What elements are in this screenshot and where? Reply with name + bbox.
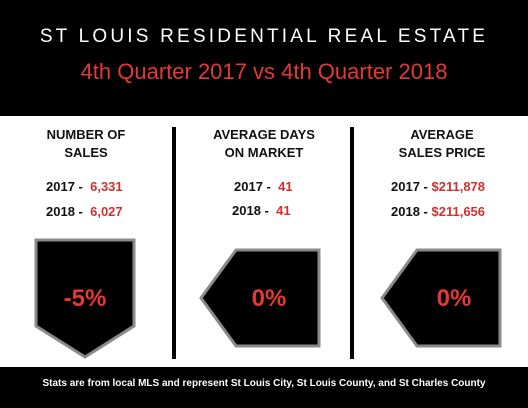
stat-heading-line1: AVERAGE [410, 127, 474, 142]
stat-column-number-of-sales: NUMBER OF SALES [0, 126, 172, 162]
stat-heading: AVERAGE SALES PRICE [356, 126, 528, 162]
stat-row-2018: 2018 - 6,027 [46, 204, 123, 219]
pentagon-left-shape [199, 248, 321, 348]
stat-value: 41 [276, 203, 291, 218]
stat-year-label: 2017 - [234, 179, 271, 194]
stat-column-average-sales-price: AVERAGE SALES PRICE [356, 126, 528, 162]
change-badge-average-days-on-market: 0% [199, 248, 321, 348]
stat-row-2017: 2017 - 6,331 [46, 179, 123, 194]
pentagon-down-shape [34, 238, 136, 359]
change-badge-number-of-sales: -5% [34, 238, 136, 359]
stat-value: 41 [278, 179, 293, 194]
stat-year-label: 2018 - [232, 203, 269, 218]
stat-heading-line2: SALES PRICE [398, 145, 486, 160]
footer-note: Stats are from local MLS and represent S… [42, 378, 486, 389]
column-divider-left [172, 127, 176, 359]
stat-row-2018: 2018 - $211,656 [391, 204, 485, 219]
stat-heading-line2: ON MARKET [224, 145, 304, 160]
page-title: ST LOUIS RESIDENTIAL REAL ESTATE [39, 26, 489, 47]
change-badge-average-sales-price: 0% [380, 248, 502, 348]
stat-value: $211,878 [431, 179, 486, 194]
stat-heading-line1: NUMBER OF [46, 127, 126, 142]
stat-year-label: 2017 - [391, 179, 428, 194]
stat-year-label: 2017 - [46, 179, 83, 194]
stat-year-label: 2018 - [46, 204, 83, 219]
stat-value: 6,027 [90, 204, 123, 219]
column-divider-right [350, 127, 354, 359]
change-value: 0% [252, 285, 287, 312]
change-value: -5% [64, 285, 107, 312]
change-value: 0% [437, 285, 472, 312]
stat-row-2017: 2017 - 41 [234, 179, 293, 194]
stat-year-label: 2018 - [391, 204, 428, 219]
stat-heading: NUMBER OF SALES [0, 126, 172, 162]
stat-row-2018: 2018 - 41 [232, 203, 291, 218]
footer-banner: Stats are from local MLS and represent S… [0, 367, 528, 408]
stat-heading-line1: AVERAGE DAYS [213, 127, 315, 142]
stat-value: $211,656 [431, 204, 486, 219]
page-subtitle: 4th Quarter 2017 vs 4th Quarter 2018 [80, 59, 448, 84]
stat-heading-line2: SALES [64, 145, 108, 160]
stat-heading: AVERAGE DAYS ON MARKET [178, 126, 350, 162]
stat-row-2017: 2017 - $211,878 [391, 179, 485, 194]
stat-column-average-days-on-market: AVERAGE DAYS ON MARKET [178, 126, 350, 162]
pentagon-left-shape [380, 248, 502, 348]
header-banner: ST LOUIS RESIDENTIAL REAL ESTATE 4th Qua… [0, 0, 528, 116]
stat-value: 6,331 [90, 179, 123, 194]
